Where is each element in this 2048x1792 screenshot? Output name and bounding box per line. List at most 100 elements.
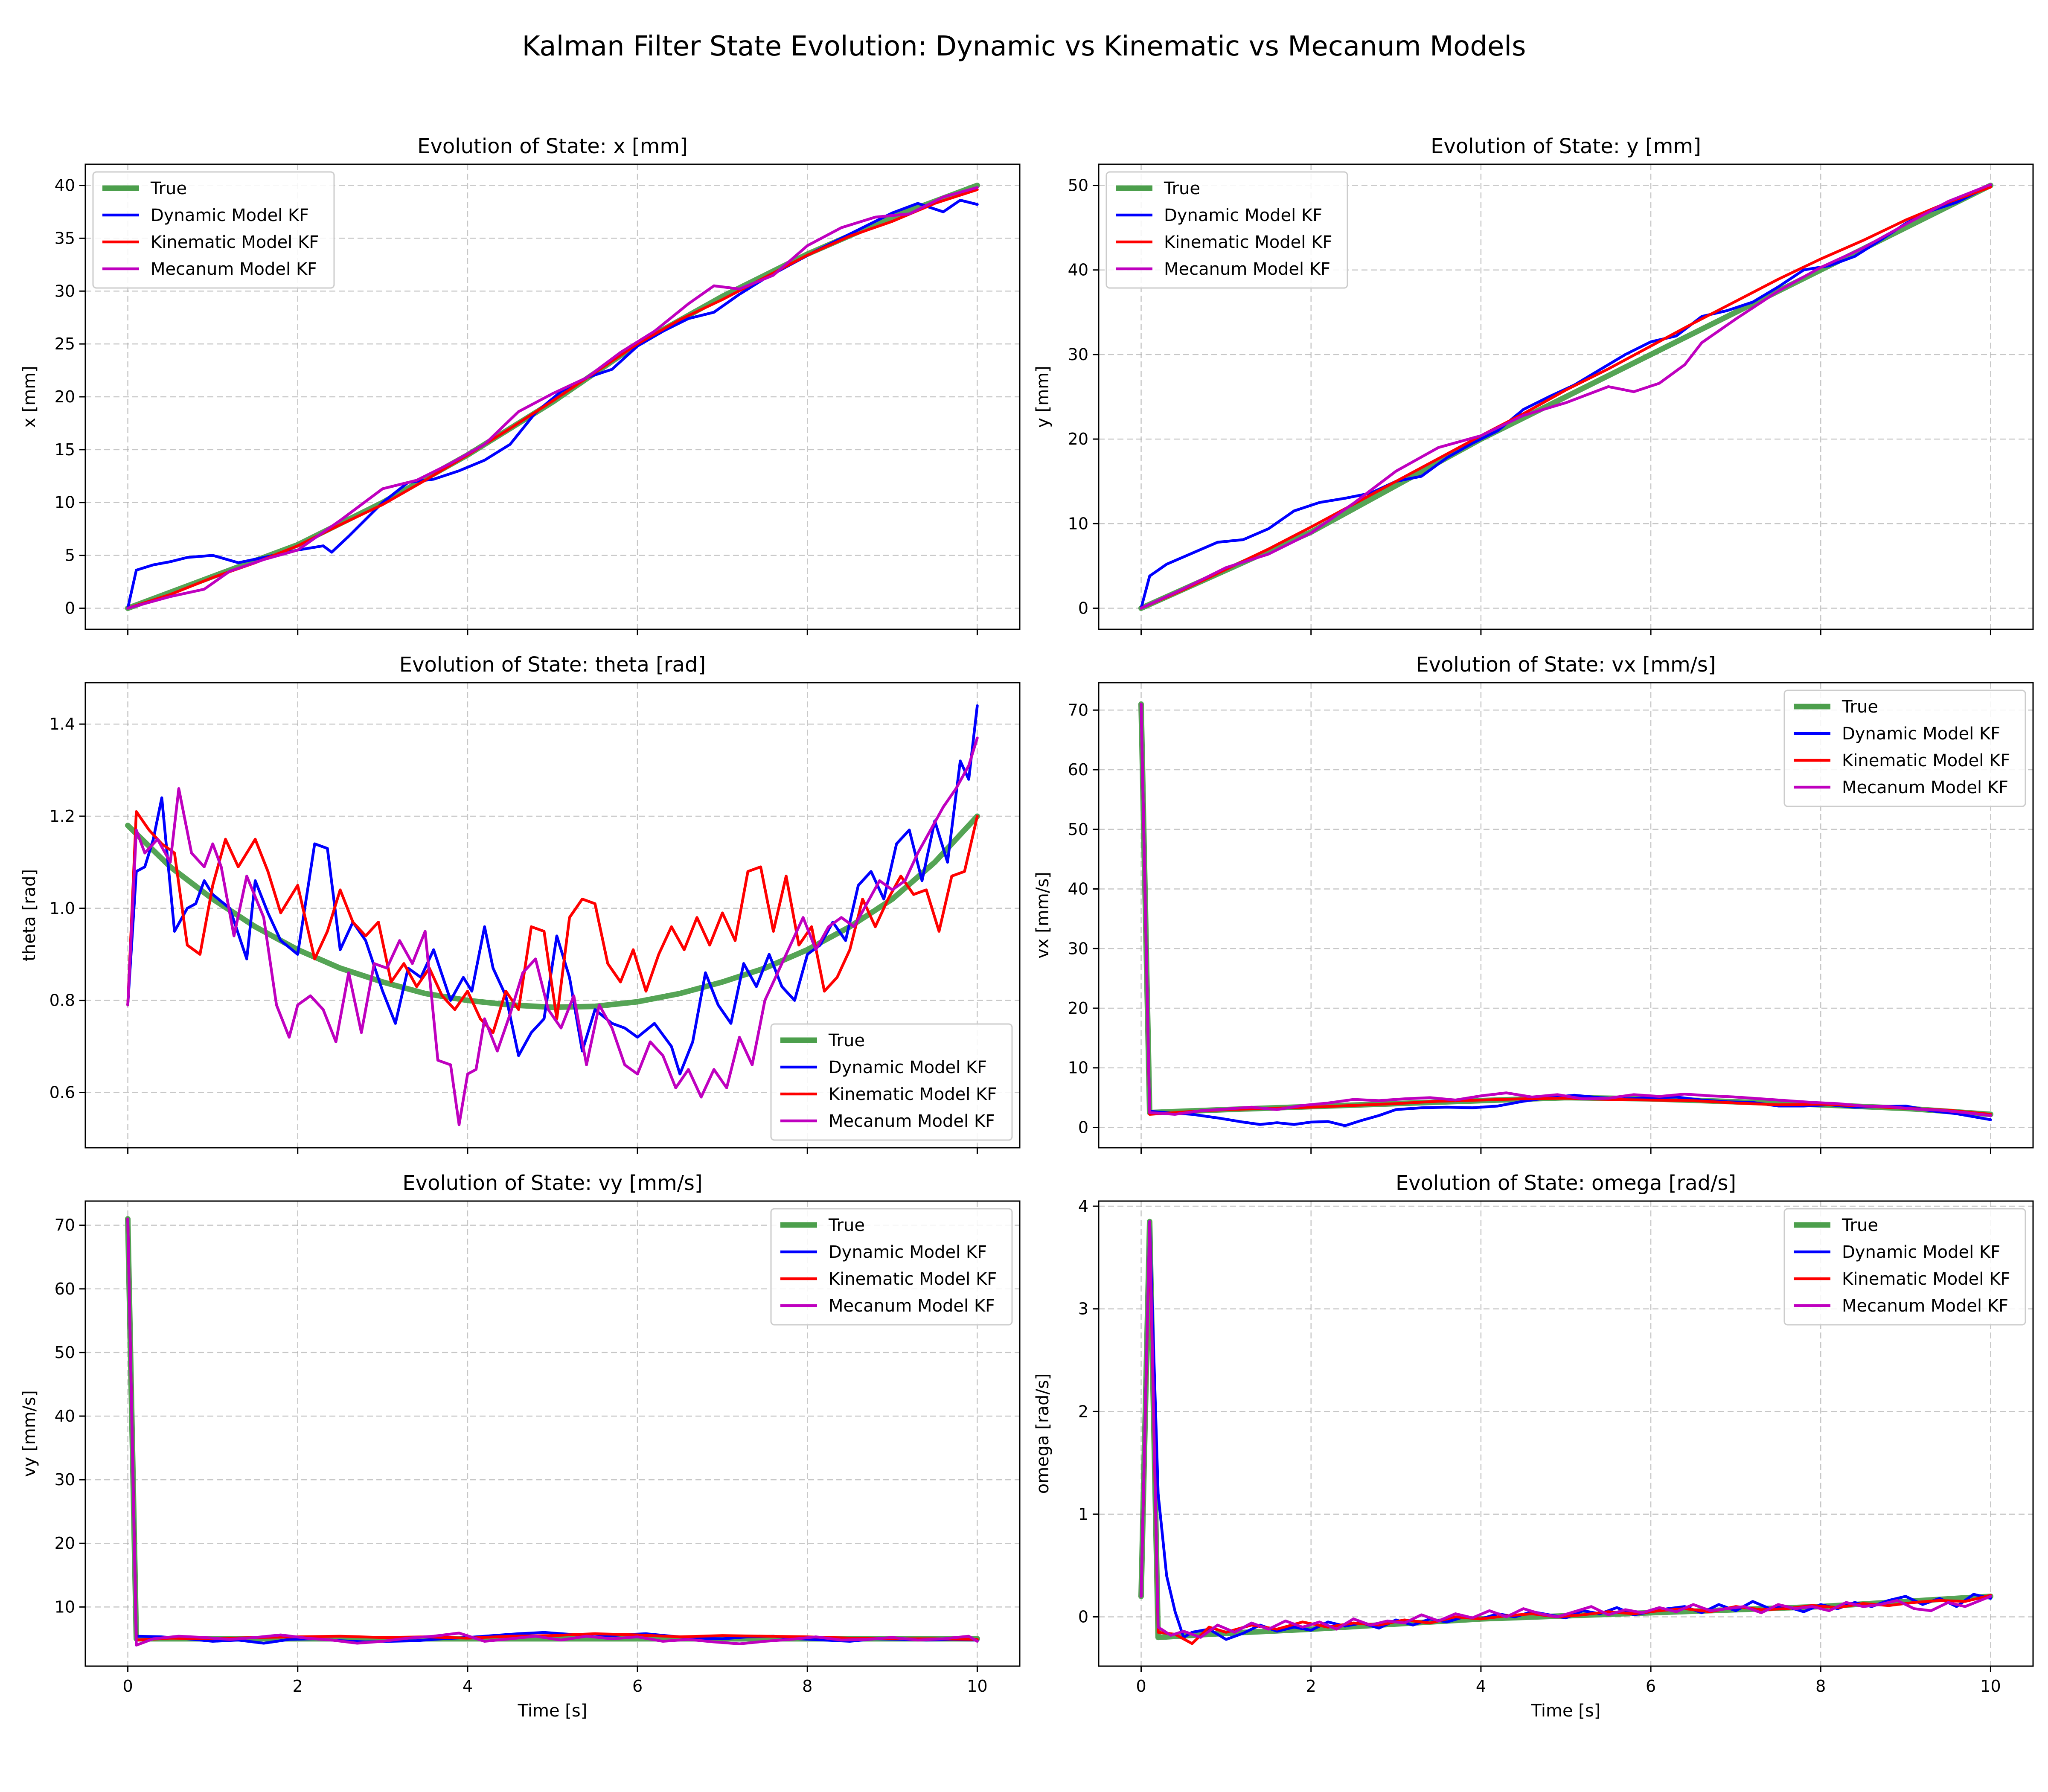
y-tick-label: 20 [1068, 999, 1088, 1018]
y-tick-label: 1.4 [49, 715, 75, 733]
x-axis-label: Time [s] [1531, 1701, 1601, 1721]
axes-frame [84, 682, 1021, 1149]
axes-frame [1098, 1200, 2034, 1667]
figure-suptitle: Kalman Filter State Evolution: Dynamic v… [522, 31, 1526, 62]
subplot-4: 0 10 20 30 40 50 60 70 Evolution of State: vx [m… [1033, 653, 2034, 1154]
y-tick-label: 40 [55, 176, 75, 195]
subplot-title: Evolution of State: omega [rad/s] [1396, 1171, 1736, 1195]
y-tick-label: 20 [55, 1534, 75, 1553]
x-tick-label: 8 [802, 1677, 812, 1696]
legend-entry: True [1841, 697, 1878, 717]
y-axis-label: vy [mm/s] [20, 1390, 39, 1477]
legend-entry: Mecanum Model KF [1164, 259, 1330, 279]
y-tick-label: 20 [1068, 430, 1088, 448]
x-tick-label: 4 [1476, 1677, 1486, 1696]
series-line-mecanum-model-kf [1140, 703, 1992, 1117]
series-line-dynamic-model-kf [126, 704, 979, 1076]
axes-frame [84, 1200, 1021, 1667]
y-tick-label: 0.8 [49, 991, 75, 1010]
series-line-mecanum-model-kf [126, 1217, 979, 1647]
y-tick-label: 40 [1068, 880, 1088, 899]
legend: True Dynamic Model KF Kinematic Model KF Me… [1783, 689, 2026, 807]
legend-entry: True [828, 1031, 865, 1050]
series-line-mecanum-model-kf [1140, 1220, 1992, 1639]
y-tick-label: 10 [1068, 514, 1088, 533]
subplot-title: Evolution of State: vy [mm/s] [402, 1171, 702, 1195]
legend-box [1783, 689, 2026, 807]
subplot-title: Evolution of State: x [mm] [417, 134, 688, 158]
y-tick-label: 5 [65, 546, 75, 565]
y-axis-label: theta [rad] [20, 869, 39, 961]
legend-entry: Mecanum Model KF [1842, 778, 2008, 797]
x-tick-label: 10 [1980, 1677, 2001, 1696]
y-tick-label: 1.2 [49, 807, 75, 826]
axes-frame [1098, 682, 2034, 1149]
legend-entry: Mecanum Model KF [829, 1296, 995, 1316]
y-tick-label: 30 [55, 1470, 75, 1489]
y-tick-label: 40 [55, 1407, 75, 1425]
subplot-3: 0.6 0.8 1.0 1.2 1.4 Evolution of State: theta… [20, 653, 1021, 1154]
legend: True Dynamic Model KF Kinematic Model KF Me… [92, 171, 335, 289]
series-line-dynamic-model-kf [126, 1217, 979, 1645]
y-tick-label: 1 [1078, 1505, 1088, 1524]
y-tick-label: 30 [55, 282, 75, 300]
y-tick-label: 50 [1068, 176, 1088, 195]
series-group [1138, 701, 1993, 1127]
legend-entry: True [150, 179, 187, 198]
y-tick-label: 35 [55, 229, 75, 247]
y-tick-label: 70 [55, 1216, 75, 1235]
series-group [1138, 183, 1993, 611]
legend-entry: Kinematic Model KF [829, 1269, 997, 1289]
legend-entry: Mecanum Model KF [151, 259, 317, 279]
y-tick-label: 10 [1068, 1059, 1088, 1077]
legend-box [92, 171, 335, 289]
legend-entry: Dynamic Model KF [1842, 724, 2000, 744]
y-tick-label: 60 [55, 1280, 75, 1298]
legend-box [770, 1023, 1013, 1141]
legend-entry: Kinematic Model KF [1842, 751, 2010, 771]
subplot-5: 0 2 4 6 8 10 10 20 30 40 50 60 70 Evolution of State:… [20, 1171, 1021, 1721]
x-tick-label: 0 [1136, 1677, 1146, 1696]
y-tick-label: 50 [1068, 820, 1088, 839]
series-group [1138, 1219, 1993, 1645]
x-tick-label: 6 [632, 1677, 643, 1696]
y-axis-label: x [mm] [20, 366, 39, 428]
y-tick-label: 10 [55, 1597, 75, 1616]
y-tick-label: 3 [1078, 1300, 1088, 1318]
series-line-true [125, 813, 980, 1010]
y-tick-label: 30 [1068, 345, 1088, 364]
legend-entry: True [1164, 179, 1200, 198]
legend-entry: Mecanum Model KF [1842, 1296, 2008, 1316]
y-tick-label: 0 [1078, 599, 1088, 617]
y-tick-label: 4 [1078, 1197, 1088, 1216]
legend: True Dynamic Model KF Kinematic Model KF Me… [1783, 1208, 2026, 1326]
subplot-title: Evolution of State: y [mm] [1431, 134, 1701, 158]
axes-frame [84, 163, 1021, 630]
y-tick-label: 0 [65, 599, 75, 617]
y-tick-label: 70 [1068, 701, 1088, 719]
legend: True Dynamic Model KF Kinematic Model KF Me… [1105, 171, 1348, 289]
series-line-mecanum-model-kf [126, 186, 979, 610]
y-tick-label: 0.6 [49, 1083, 75, 1102]
subplot-title: Evolution of State: vx [mm/s] [1416, 653, 1716, 677]
y-tick-label: 2 [1078, 1402, 1088, 1421]
series-line-kinematic-model-kf [126, 810, 979, 1034]
legend-entry: Dynamic Model KF [829, 1058, 987, 1077]
legend-box [1105, 171, 1348, 289]
y-tick-label: 0 [1078, 1608, 1088, 1626]
legend-box [1783, 1208, 2026, 1326]
legend-entry: Kinematic Model KF [1164, 233, 1332, 252]
legend: True Dynamic Model KF Kinematic Model KF Me… [770, 1023, 1013, 1141]
y-tick-label: 25 [55, 335, 75, 353]
legend-entry: True [1841, 1216, 1878, 1235]
y-tick-label: 20 [55, 387, 75, 406]
subplot-6: 0 2 4 6 8 10 0 1 2 3 4 Evolution of State: omega [r… [1033, 1171, 2034, 1721]
subplot-title: Evolution of State: theta [rad] [399, 653, 706, 677]
legend-entry: Dynamic Model KF [1842, 1242, 2000, 1262]
y-tick-label: 40 [1068, 261, 1088, 279]
x-tick-label: 8 [1815, 1677, 1826, 1696]
y-tick-label: 1.0 [49, 899, 75, 918]
legend-entry: Kinematic Model KF [1842, 1269, 2010, 1289]
series-line-mecanum-model-kf [1140, 183, 1992, 610]
legend-box [770, 1208, 1013, 1326]
